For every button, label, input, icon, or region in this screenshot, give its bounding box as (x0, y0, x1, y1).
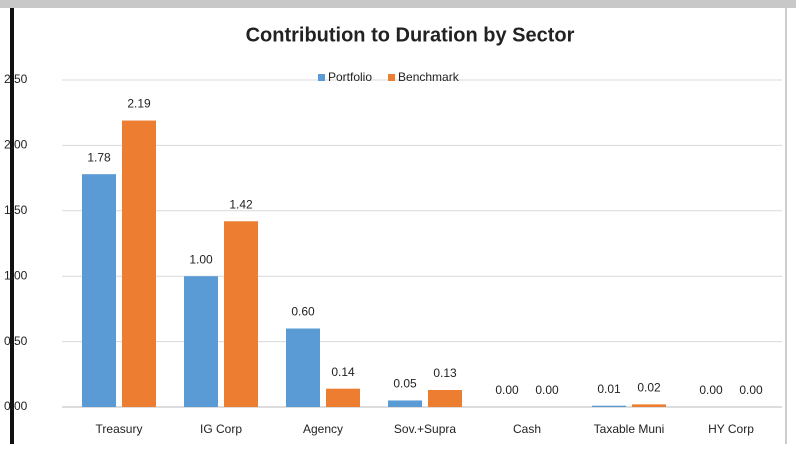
x-tick-label: Treasury (96, 422, 143, 436)
legend-label: Portfolio (328, 70, 372, 84)
y-tick-label: 0.00 (4, 399, 28, 413)
legend-swatch (388, 74, 396, 81)
value-label: 0.00 (495, 383, 519, 397)
x-tick-label: Sov.+Supra (394, 422, 456, 436)
value-label: 0.05 (393, 377, 417, 391)
value-label: 0.14 (331, 365, 355, 379)
value-label: 0.13 (433, 366, 457, 380)
frame-border (10, 8, 14, 444)
x-tick-label: HY Corp (708, 422, 754, 436)
value-label: 2.19 (127, 97, 151, 111)
x-tick-label: IG Corp (200, 422, 242, 436)
y-tick-label: 1.00 (4, 268, 28, 282)
value-label: 0.01 (597, 382, 621, 396)
window-bar (0, 0, 796, 8)
bar (326, 388, 360, 407)
value-label: 1.00 (189, 252, 213, 266)
bar (632, 404, 666, 407)
bar (122, 120, 156, 407)
value-label: 0.00 (535, 383, 559, 397)
bar (592, 405, 626, 407)
bar (82, 174, 116, 407)
x-tick-label: Taxable Muni (594, 422, 665, 436)
value-label: 1.42 (229, 197, 253, 211)
bar (286, 328, 320, 407)
value-label: 0.00 (699, 383, 723, 397)
value-label: 1.78 (87, 150, 111, 164)
bar (388, 400, 422, 407)
x-tick-label: Cash (513, 422, 541, 436)
chart-title: Contribution to Duration by Sector (246, 24, 575, 46)
y-tick-label: 1.50 (4, 203, 28, 217)
x-tick-label: Agency (303, 422, 343, 436)
legend-swatch (318, 74, 325, 81)
y-tick-label: 2.50 (4, 72, 28, 86)
legend-label: Benchmark (398, 70, 460, 84)
bar (224, 221, 258, 407)
value-label: 0.60 (291, 305, 315, 319)
value-label: 0.00 (739, 383, 763, 397)
bar (428, 389, 462, 407)
y-tick-label: 2.00 (4, 138, 28, 152)
y-tick-label: 0.50 (4, 334, 28, 348)
bar (184, 276, 218, 407)
value-label: 0.02 (637, 381, 661, 395)
